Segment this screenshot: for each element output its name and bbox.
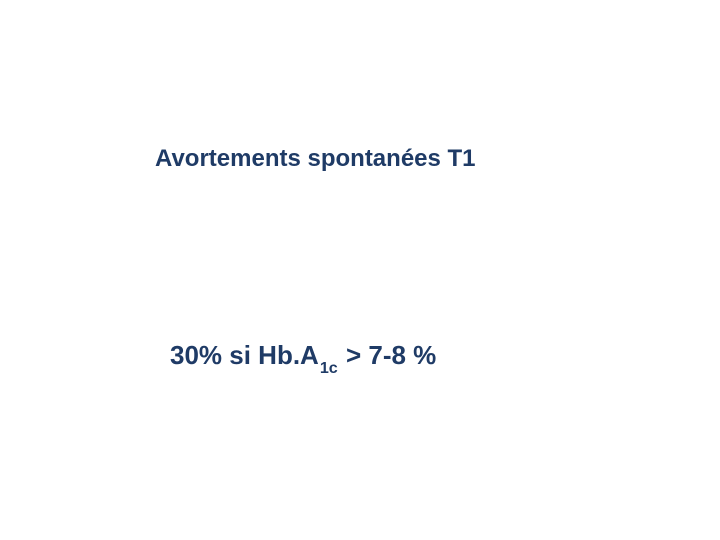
stat-suffix: > 7-8 %	[339, 340, 437, 370]
slide-title: Avortements spontanées T1	[155, 145, 476, 173]
slide: Avortements spontanées T1 30% si Hb.A1c …	[0, 0, 720, 540]
stat-subscript: 1c	[319, 359, 339, 377]
statistic-line: 30% si Hb.A1c > 7-8 %	[170, 340, 436, 375]
stat-prefix: 30% si Hb.A	[170, 340, 319, 370]
